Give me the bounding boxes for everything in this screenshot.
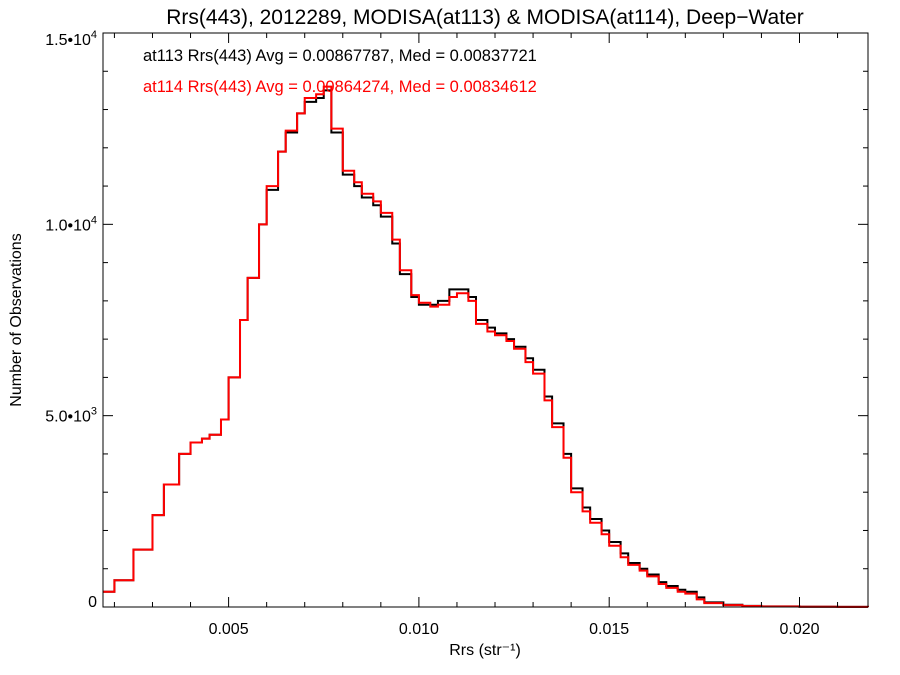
x-tick-label: 0.020 bbox=[779, 621, 819, 638]
y-axis-ticks: 0 5.0•103 1.0•104 1.5•104 bbox=[45, 29, 868, 611]
series-layer bbox=[103, 85, 869, 608]
x-tick-label: 0.005 bbox=[209, 621, 249, 638]
y-tick-label: 1.0•104 bbox=[45, 214, 97, 234]
legend-annotation-at114: at114 Rrs(443) Avg = 0.00864274, Med = 0… bbox=[143, 78, 537, 96]
x-axis-ticks: 0.005 0.010 0.015 0.020 bbox=[113, 33, 839, 638]
series-line-1 bbox=[103, 89, 869, 608]
y-tick-label: 5.0•103 bbox=[45, 406, 97, 426]
legend-annotation-at113: at113 Rrs(443) Avg = 0.00867787, Med = 0… bbox=[143, 47, 537, 65]
y-axis-label: Number of Observations bbox=[8, 233, 25, 406]
x-tick-label: 0.015 bbox=[589, 621, 629, 638]
plot-frame bbox=[102, 32, 869, 608]
x-axis-label: Rrs (str⁻¹) bbox=[449, 642, 521, 659]
chart-title: Rrs(443), 2012289, MODISA(at113) & MODIS… bbox=[166, 6, 803, 29]
y-tick-label: 0 bbox=[88, 594, 97, 611]
series-line-2 bbox=[103, 85, 869, 608]
x-tick-label: 0.010 bbox=[399, 621, 439, 638]
y-tick-label: 1.5•104 bbox=[45, 29, 97, 49]
